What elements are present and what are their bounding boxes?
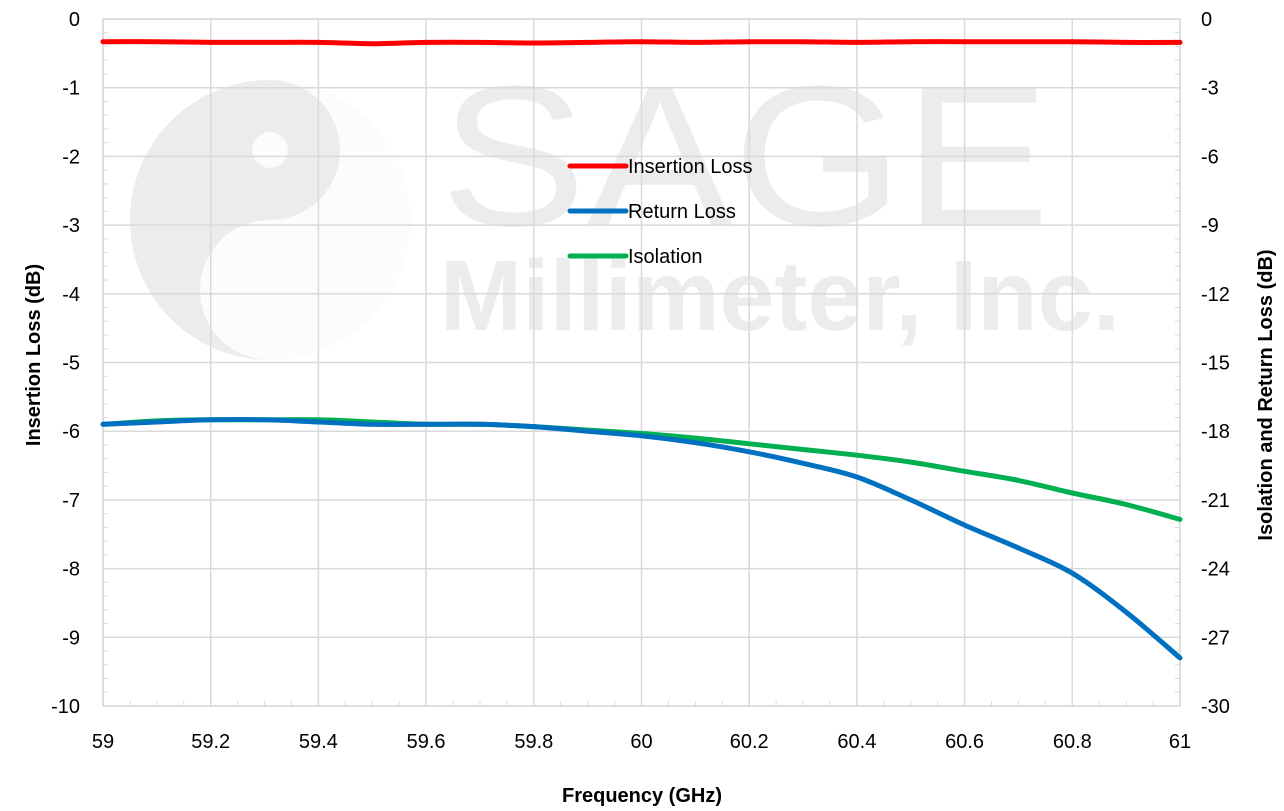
y-right-tick-label: 0 [1201, 9, 1212, 31]
x-tick-label: 59 [92, 731, 114, 753]
series-group [100, 39, 1183, 661]
y-left-tick-label: -7 [62, 490, 80, 512]
legend: Insertion Loss Return Loss Isolation [567, 156, 753, 268]
y-right-tick-label: -24 [1201, 559, 1230, 581]
watermark: SAGE Millimeter, Inc. [130, 45, 1120, 360]
plot-border [102, 18, 1181, 707]
x-tick-label: 59.4 [299, 731, 338, 753]
legend-label: Return Loss [628, 201, 736, 223]
y-left-tick-label: -4 [62, 284, 80, 306]
x-tick-label: 60.4 [837, 731, 876, 753]
y-left-tick-label: -10 [51, 696, 80, 718]
y-left-tick-label: -6 [62, 421, 80, 443]
x-axis-title: Frequency (GHz) [562, 785, 722, 807]
x-tick-label: 59.8 [514, 731, 553, 753]
x-axis-ticks: 59 59.2 59.4 59.6 59.8 60 60.2 60.4 60.6 60.8 61 [92, 731, 1191, 753]
y-left-tick-label: -2 [62, 146, 80, 168]
y-right-tick-label: -15 [1201, 353, 1230, 375]
y-left-tick-label: -9 [62, 627, 80, 649]
y-right-tick-label: -3 [1201, 78, 1219, 100]
y-right-tick-label: -18 [1201, 421, 1230, 443]
watermark-logo-icon [130, 80, 410, 360]
y-left-tick-label: 0 [69, 9, 80, 31]
x-tick-label: 60.6 [945, 731, 984, 753]
y-right-tick-label: -9 [1201, 215, 1219, 237]
y-right-tick-label: -27 [1201, 627, 1230, 649]
y-right-tick-label: -21 [1201, 490, 1230, 512]
y-left-tick-label: -5 [62, 353, 80, 375]
y-right-axis-ticks: 0 -3 -6 -9 -12 -15 -18 -21 -24 -27 -30 [1201, 9, 1230, 718]
series-line-return-loss [100, 417, 1183, 661]
y-left-axis-ticks: 0 -1 -2 -3 -4 -5 -6 -7 -8 -9 -10 [51, 9, 80, 718]
legend-label: Isolation [628, 246, 703, 268]
x-tick-label: 60.2 [730, 731, 769, 753]
y-left-tick-label: -8 [62, 559, 80, 581]
x-tick-label: 59.6 [407, 731, 446, 753]
y-left-axis-title: Insertion Loss (dB) [23, 264, 45, 446]
x-tick-label: 60 [630, 731, 652, 753]
x-tick-label: 61 [1169, 731, 1191, 753]
y-right-tick-label: -6 [1201, 146, 1219, 168]
x-tick-label: 60.8 [1053, 731, 1092, 753]
legend-label: Insertion Loss [628, 156, 753, 178]
y-right-tick-label: -30 [1201, 696, 1230, 718]
y-right-axis-title: Isolation and Return Loss (dB) [1255, 249, 1277, 540]
y-right-tick-label: -12 [1201, 284, 1230, 306]
watermark-text-millimeter: Millimeter, Inc. [440, 240, 1120, 352]
y-left-tick-label: -3 [62, 215, 80, 237]
x-tick-label: 59.2 [191, 731, 230, 753]
plot-area [102, 18, 1181, 707]
series-line-insertion-loss [100, 39, 1183, 47]
y-left-tick-label: -1 [62, 78, 80, 100]
